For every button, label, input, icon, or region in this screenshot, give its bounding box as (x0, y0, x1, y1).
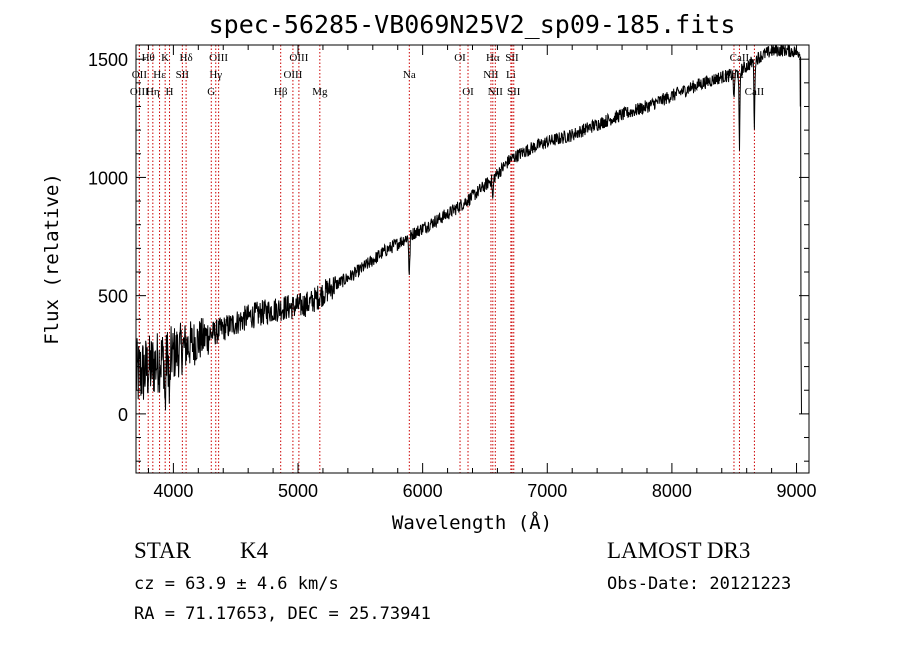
object-class: STAR (134, 538, 191, 563)
y-tick-label: 0 (118, 405, 128, 425)
marker-label: OIII (283, 69, 302, 81)
redshift-velocity: cz = 63.9 ± 4.6 km/s (134, 574, 339, 594)
marker-label: Hθ (142, 52, 155, 64)
marker-label: SII (176, 69, 190, 81)
y-tick-label: 1000 (88, 168, 128, 188)
observation-date: Obs-Date: 20121223 (607, 574, 792, 594)
object-subclass: K4 (240, 538, 269, 563)
y-tick-label: 500 (98, 287, 128, 307)
marker-label: SII (507, 86, 521, 98)
marker-label: OI (454, 52, 466, 64)
marker-label: Li (506, 69, 516, 81)
marker-label: H (166, 86, 174, 98)
marker-label: Hε (153, 69, 166, 81)
x-tick-label: 8000 (652, 481, 692, 501)
y-axis-label: Flux (relative) (41, 173, 63, 345)
axis-ticks: 4000 5000 6000 7000 8000 9000 0 500 1000 1500 (88, 45, 817, 501)
y-tick-label: 1500 (88, 50, 128, 70)
x-tick-label: 4000 (153, 481, 193, 501)
marker-label: SII (505, 52, 519, 64)
sky-coordinates: RA = 71.17653, DEC = 25.73941 (134, 604, 431, 624)
x-tick-label: 7000 (527, 481, 567, 501)
x-tick-label: 5000 (278, 481, 318, 501)
spectrum-chart: spec-56285-VB069N25V2_sp09-185.fits Hθ OI… (41, 10, 817, 534)
marker-label: Hδ (180, 52, 193, 64)
marker-label: OIII (209, 52, 228, 64)
marker-label: OIII (289, 52, 308, 64)
marker-label: Hβ (274, 86, 288, 98)
marker-label: Hη (146, 86, 160, 98)
x-tick-label: 6000 (403, 481, 443, 501)
marker-label: OIII (130, 86, 149, 98)
plot-frame (135, 44, 810, 474)
marker-label: NII (488, 86, 504, 98)
marker-label: K (161, 52, 169, 64)
chart-title: spec-56285-VB069N25V2_sp09-185.fits (209, 10, 736, 39)
marker-label: Hα (486, 52, 500, 64)
spectrum-line (135, 44, 802, 414)
x-tick-label: 9000 (777, 481, 817, 501)
marker-label: G (207, 86, 215, 98)
marker-label: NII (483, 69, 499, 81)
marker-label: Mg (312, 86, 328, 98)
x-axis-label: Wavelength (Å) (392, 511, 552, 534)
marker-label: OI (462, 86, 474, 98)
marker-label: Hγ (209, 69, 222, 81)
marker-label: CaII (730, 52, 750, 64)
marker-label: Na (403, 69, 416, 81)
survey-name: LAMOST DR3 (607, 538, 751, 563)
